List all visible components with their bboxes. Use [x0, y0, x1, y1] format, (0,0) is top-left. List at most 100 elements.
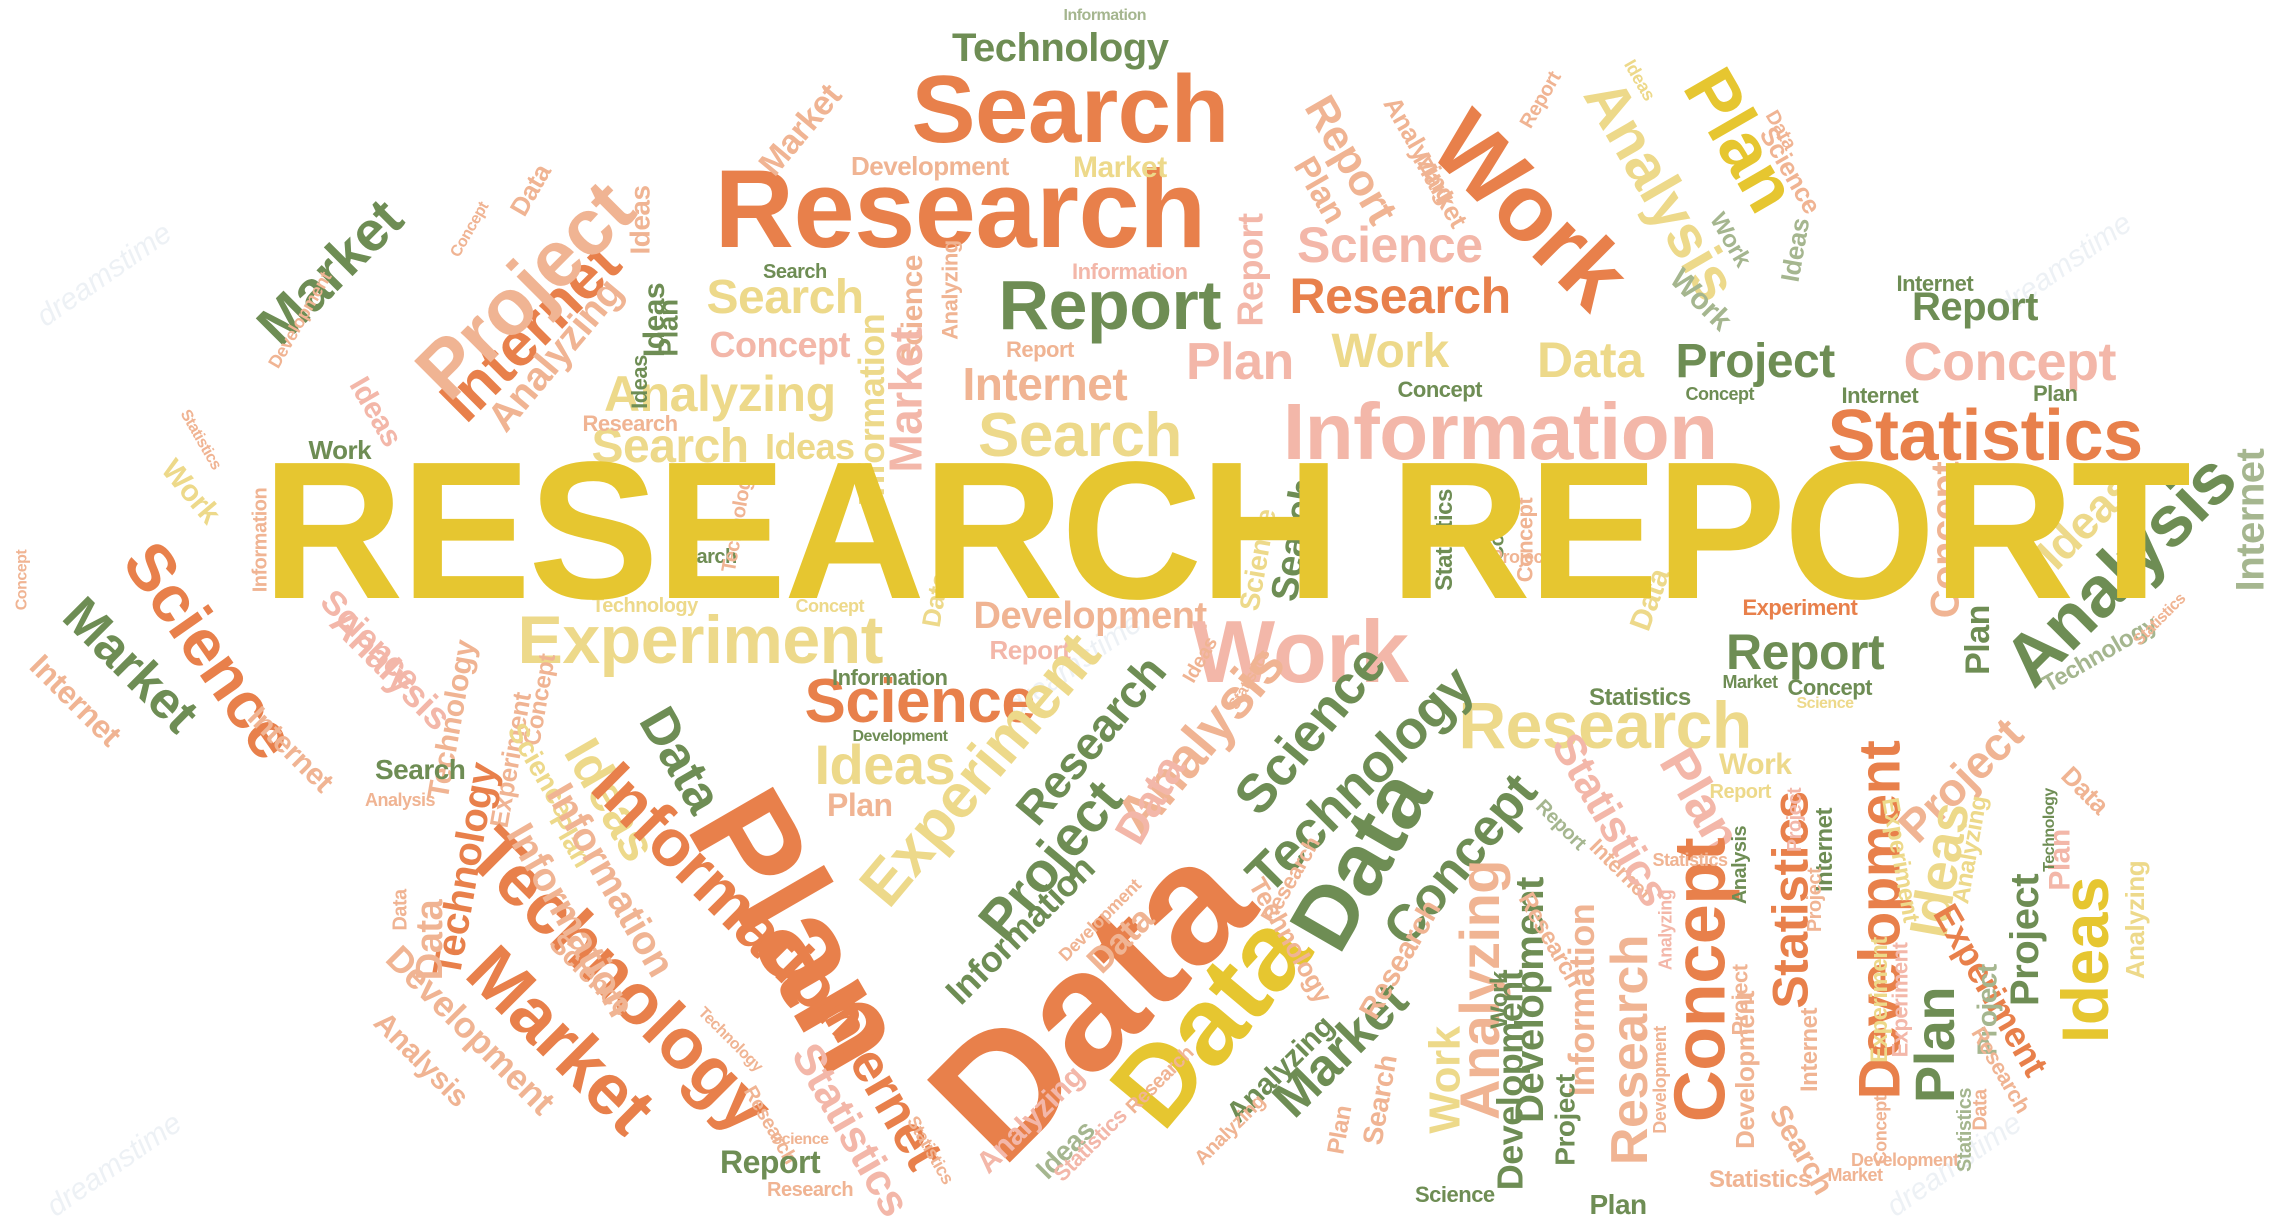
word-analyzing: Analyzing	[604, 366, 836, 422]
word-search: Search	[763, 261, 827, 283]
word-report: Report	[1726, 624, 1885, 680]
word-information: Information	[832, 665, 948, 690]
word-technology: Technology	[2040, 788, 2058, 872]
word-development: Development	[1488, 969, 1530, 1191]
word-work: Work	[308, 435, 372, 465]
word-concept: Concept	[795, 596, 865, 616]
word-analysis: Analysis	[365, 790, 436, 810]
word-statistics: Statistics	[1652, 850, 1729, 870]
word-search: Search	[978, 401, 1182, 470]
watermark-1: dreamstime	[30, 216, 178, 334]
word-experiment: Experiment	[1742, 595, 1858, 620]
word-development: Development	[851, 151, 1009, 181]
word-information: Information	[1283, 387, 1718, 476]
word-internet: Internet	[2227, 448, 2272, 592]
word-development: Development	[1851, 1150, 1959, 1170]
word-research: Research	[582, 411, 679, 436]
word-report: Report	[1709, 781, 1772, 803]
word-analyzing: Analyzing	[937, 240, 963, 340]
word-information: Information	[1063, 7, 1147, 24]
word-report: Report	[1515, 67, 1566, 133]
word-plan: Plan	[1186, 333, 1294, 391]
word-technology: Technology	[592, 595, 698, 617]
word-project: Project	[1549, 1074, 1581, 1166]
word-analyzing: Analyzing	[2120, 860, 2151, 980]
word-concept: Concept	[12, 549, 30, 611]
word-research: Research	[714, 148, 1207, 271]
word-project: Project	[1804, 867, 1827, 933]
word-experiment: Experiment	[517, 602, 884, 678]
word-data: Data	[409, 899, 452, 981]
word-ideas: Ideas	[814, 733, 956, 796]
word-search: Search	[591, 420, 750, 473]
word-science: Science	[771, 1131, 829, 1148]
word-concept: Concept	[446, 199, 492, 261]
word-information: Information	[1072, 259, 1188, 284]
word-report: Report	[989, 635, 1071, 665]
word-research: Research	[1601, 934, 1660, 1166]
word-project: Project	[1491, 547, 1549, 567]
word-project: Project	[1784, 787, 1807, 853]
word-report: Report	[1006, 337, 1074, 362]
word-market: Market	[244, 186, 415, 357]
word-data: Data	[1537, 332, 1644, 388]
word-internet: Internet	[1796, 1007, 1824, 1093]
word-concept: Concept	[1659, 837, 1740, 1123]
word-development: Development	[973, 595, 1208, 637]
word-report: Report	[1912, 285, 2038, 329]
word-search: Search	[673, 546, 737, 568]
word-science: Science	[804, 667, 1036, 736]
word-research: Research	[1458, 688, 1753, 762]
word-report: Report	[998, 266, 1222, 344]
word-statistics: Statistics	[1827, 396, 2144, 476]
word-work: Work	[1420, 1026, 1470, 1134]
word-plan: Plan	[1589, 1189, 1648, 1220]
word-report: Report	[1229, 213, 1270, 327]
word-analysis: Analysis	[1729, 825, 1752, 905]
word-plan: Plan	[2033, 381, 2078, 406]
word-science: Science	[1796, 695, 1854, 712]
word-search: Search	[706, 271, 865, 324]
word-internet: Internet	[962, 358, 1128, 410]
word-data: Data	[2055, 760, 2116, 820]
word-research: Research	[767, 1179, 854, 1201]
word-plan: Plan	[652, 299, 684, 357]
word-work: Work	[1719, 748, 1792, 781]
word-search: Search	[375, 754, 466, 785]
word-project: Project	[1675, 335, 1836, 388]
word-technology: Technology	[952, 26, 1169, 70]
word-internet: Internet	[1841, 383, 1919, 408]
word-data: Data	[1969, 1089, 1992, 1131]
word-report: Report	[720, 1144, 821, 1180]
word-development: Development	[852, 728, 948, 745]
word-ideas: Ideas	[1774, 215, 1816, 285]
word-concept: Concept	[1787, 675, 1873, 700]
word-market: Market	[1073, 151, 1167, 184]
word-project: Project	[2003, 873, 2048, 1007]
word-plan: Plan	[827, 787, 893, 823]
word-science: Science	[1415, 1182, 1495, 1207]
word-information: Information	[1561, 903, 1603, 1097]
word-concept: Concept	[1685, 384, 1755, 404]
word-analyzing: Analyzing	[1654, 889, 1675, 971]
word-market: Market	[1722, 672, 1779, 692]
word-concept: Concept	[1869, 1095, 1890, 1165]
word-research: Research	[1289, 268, 1512, 324]
word-data: Data	[389, 889, 412, 931]
word-concept: Concept	[709, 324, 851, 365]
word-experiment: Experiment	[1865, 937, 1893, 1063]
word-ideas: Ideas	[624, 185, 656, 255]
word-plan: Plan	[1903, 986, 1967, 1104]
word-ideas: Ideas	[2048, 876, 2123, 1044]
word-science: Science	[1297, 217, 1483, 273]
word-plan: Plan	[1321, 1103, 1357, 1157]
main-title: RESEARCH REPORT	[262, 421, 2191, 640]
word-work: Work	[1192, 602, 1409, 701]
word-search: Search	[1356, 1052, 1403, 1148]
word-work: Work	[1331, 325, 1450, 378]
word-search: Search	[911, 56, 1230, 163]
word-concept: Concept	[1397, 377, 1483, 402]
word-concept: Concept	[1903, 332, 2117, 392]
word-market: Market	[1827, 1165, 1884, 1185]
